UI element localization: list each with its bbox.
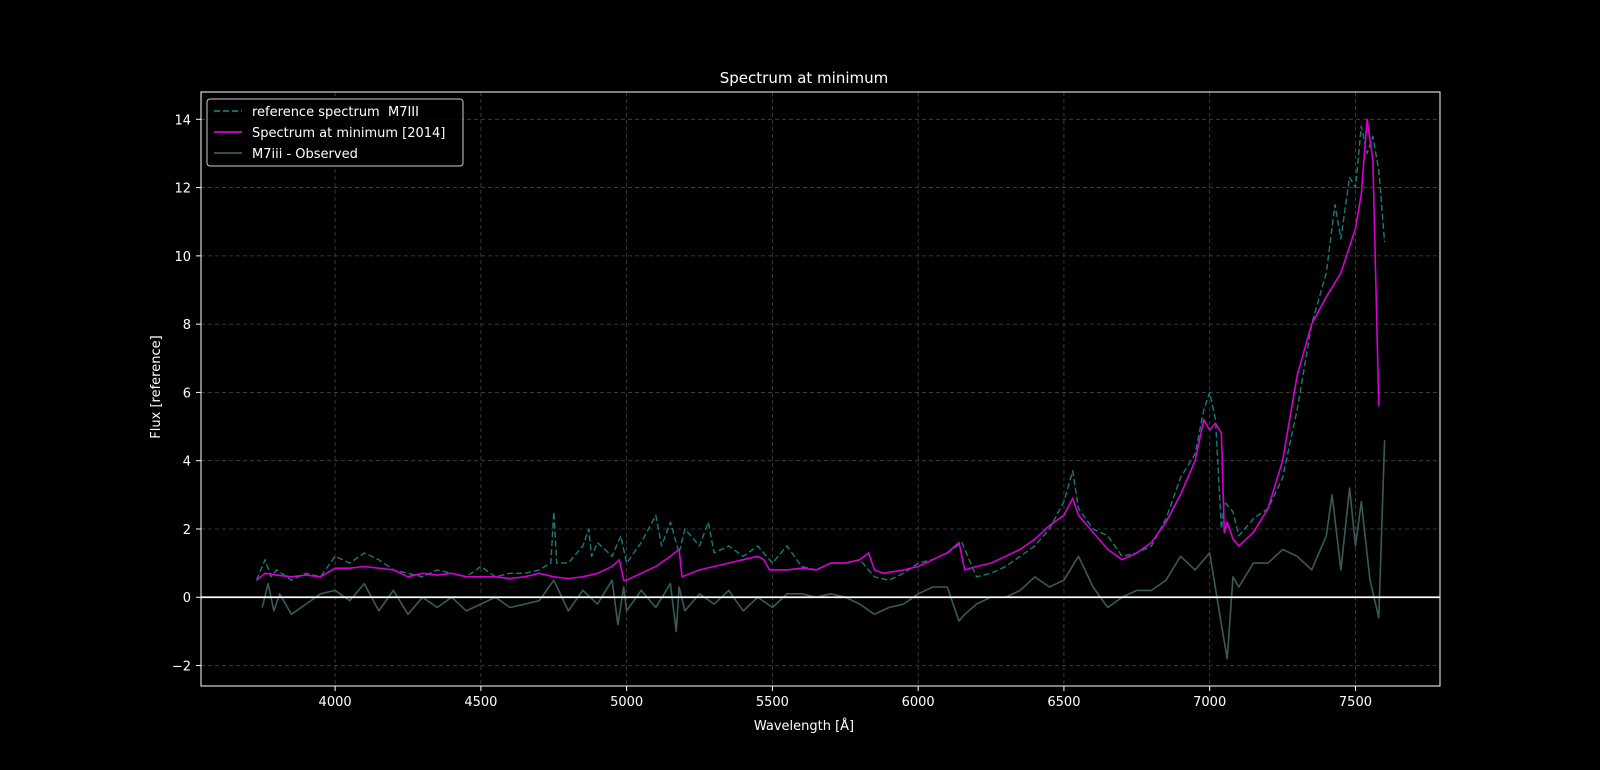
series-line-1 xyxy=(255,118,1380,582)
x-tick-label: 4500 xyxy=(464,695,497,710)
y-tick-label: 14 xyxy=(174,113,191,128)
legend-label: reference spectrum M7III xyxy=(252,105,419,120)
plot-frame xyxy=(200,91,1441,687)
y-tick-label: 8 xyxy=(183,318,191,333)
x-tick-label: 5500 xyxy=(756,695,789,710)
legend-box xyxy=(206,98,464,167)
y-tick-label: −2 xyxy=(172,660,191,675)
x-tick-label: 7500 xyxy=(1339,695,1372,710)
legend: reference spectrum M7III Spectrum at mini… xyxy=(206,98,464,167)
legend-label: Spectrum at minimum [2014] xyxy=(252,126,445,141)
x-tick-label: 5000 xyxy=(610,695,643,710)
y-axis-ticks: −2 0 2 4 6 8 10 12 14 xyxy=(172,113,201,675)
y-tick-label: 2 xyxy=(183,523,191,538)
x-axis-ticks: 4000 4500 5000 5500 6000 6500 7000 7500 xyxy=(319,686,1372,710)
y-tick-label: 10 xyxy=(174,250,191,265)
y-tick-label: 6 xyxy=(183,386,191,401)
y-tick-label: 12 xyxy=(174,182,191,197)
chart-title: Spectrum at minimum xyxy=(720,69,888,87)
x-tick-label: 6000 xyxy=(902,695,935,710)
x-tick-label: 7000 xyxy=(1193,695,1226,710)
x-tick-label: 4000 xyxy=(319,695,352,710)
y-axis-label: Flux [reference] xyxy=(149,335,164,438)
x-tick-label: 6500 xyxy=(1047,695,1080,710)
legend-label: M7iii - Observed xyxy=(252,147,358,162)
y-tick-label: 0 xyxy=(183,591,191,606)
y-tick-label: 4 xyxy=(183,455,191,470)
x-axis-label: Wavelength [Å] xyxy=(754,718,854,734)
